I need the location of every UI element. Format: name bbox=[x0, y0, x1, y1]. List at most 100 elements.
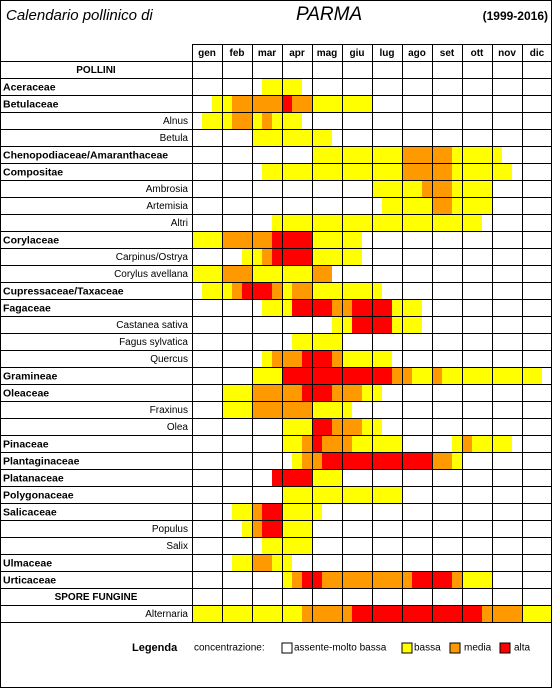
level-cell bbox=[532, 401, 542, 418]
level-cell bbox=[442, 486, 452, 503]
level-cell bbox=[242, 163, 252, 180]
level-cell bbox=[412, 231, 422, 248]
level-cell bbox=[252, 95, 262, 112]
level-cell bbox=[372, 605, 382, 622]
level-cell bbox=[492, 214, 502, 231]
level-cell bbox=[522, 503, 532, 520]
level-cell bbox=[302, 333, 312, 350]
level-cell bbox=[472, 367, 482, 384]
level-cell bbox=[242, 452, 252, 469]
level-cell bbox=[242, 265, 252, 282]
level-cell bbox=[322, 367, 332, 384]
level-cell bbox=[212, 503, 222, 520]
level-cell bbox=[312, 112, 322, 129]
level-cell bbox=[462, 129, 472, 146]
level-cell bbox=[412, 486, 422, 503]
level-cell bbox=[352, 282, 362, 299]
level-cell bbox=[312, 605, 322, 622]
level-cell bbox=[422, 231, 432, 248]
level-cell bbox=[402, 384, 412, 401]
level-cell bbox=[392, 95, 402, 112]
level-cell bbox=[452, 112, 462, 129]
level-cell bbox=[392, 231, 402, 248]
level-cell bbox=[302, 486, 312, 503]
species-label: Carpinus/Ostrya bbox=[116, 252, 189, 263]
level-cell bbox=[242, 214, 252, 231]
family-label: Fagaceae bbox=[3, 302, 51, 314]
level-cell bbox=[472, 435, 482, 452]
level-cell bbox=[332, 469, 342, 486]
level-cell bbox=[332, 571, 342, 588]
level-cell bbox=[492, 486, 502, 503]
level-cell bbox=[512, 367, 522, 384]
level-cell bbox=[192, 520, 202, 537]
level-cell bbox=[402, 401, 412, 418]
level-cell bbox=[532, 537, 542, 554]
level-cell bbox=[282, 163, 292, 180]
level-cell bbox=[522, 384, 532, 401]
level-cell bbox=[312, 197, 322, 214]
level-cell bbox=[212, 95, 222, 112]
level-cell bbox=[462, 435, 472, 452]
level-cell bbox=[392, 78, 402, 95]
month-label: apr bbox=[289, 48, 305, 59]
level-cell bbox=[272, 605, 282, 622]
level-cell bbox=[242, 418, 252, 435]
level-cell bbox=[202, 299, 212, 316]
level-cell bbox=[512, 78, 522, 95]
level-cell bbox=[222, 333, 232, 350]
level-cell bbox=[462, 384, 472, 401]
level-cell bbox=[452, 265, 462, 282]
level-cell bbox=[382, 214, 392, 231]
level-cell bbox=[402, 163, 412, 180]
family-label: Salicaceae bbox=[3, 506, 57, 518]
level-cell bbox=[482, 214, 492, 231]
level-cell bbox=[482, 78, 492, 95]
level-cell bbox=[522, 299, 532, 316]
level-cell bbox=[442, 401, 452, 418]
level-cell bbox=[482, 418, 492, 435]
level-cell bbox=[482, 452, 492, 469]
level-cell bbox=[522, 146, 532, 163]
level-cell bbox=[522, 469, 532, 486]
level-cell bbox=[252, 486, 262, 503]
level-cell bbox=[252, 384, 262, 401]
level-cell bbox=[322, 486, 332, 503]
level-cell bbox=[292, 554, 302, 571]
level-cell bbox=[272, 520, 282, 537]
level-cell bbox=[512, 452, 522, 469]
level-cell bbox=[342, 537, 352, 554]
level-cell bbox=[292, 435, 302, 452]
level-cell bbox=[412, 180, 422, 197]
level-cell bbox=[522, 571, 532, 588]
level-cell bbox=[312, 520, 322, 537]
level-cell bbox=[542, 129, 552, 146]
family-label: Gramineae bbox=[3, 370, 57, 382]
level-cell bbox=[342, 299, 352, 316]
level-cell bbox=[302, 231, 312, 248]
level-cell bbox=[262, 282, 272, 299]
level-cell bbox=[452, 282, 462, 299]
level-cell bbox=[232, 435, 242, 452]
level-cell bbox=[472, 248, 482, 265]
level-cell bbox=[422, 163, 432, 180]
level-cell bbox=[282, 214, 292, 231]
level-cell bbox=[432, 418, 442, 435]
level-cell bbox=[382, 282, 392, 299]
level-cell bbox=[202, 537, 212, 554]
level-cell bbox=[342, 282, 352, 299]
level-cell bbox=[322, 418, 332, 435]
level-cell bbox=[272, 537, 282, 554]
level-cell bbox=[522, 214, 532, 231]
level-cell bbox=[332, 350, 342, 367]
level-cell bbox=[282, 418, 292, 435]
level-cell bbox=[432, 214, 442, 231]
level-cell bbox=[282, 503, 292, 520]
month-label: lug bbox=[380, 48, 395, 59]
level-cell bbox=[542, 384, 552, 401]
level-cell bbox=[192, 180, 202, 197]
level-cell bbox=[542, 316, 552, 333]
level-cell bbox=[212, 571, 222, 588]
level-cell bbox=[262, 418, 272, 435]
level-cell bbox=[212, 452, 222, 469]
